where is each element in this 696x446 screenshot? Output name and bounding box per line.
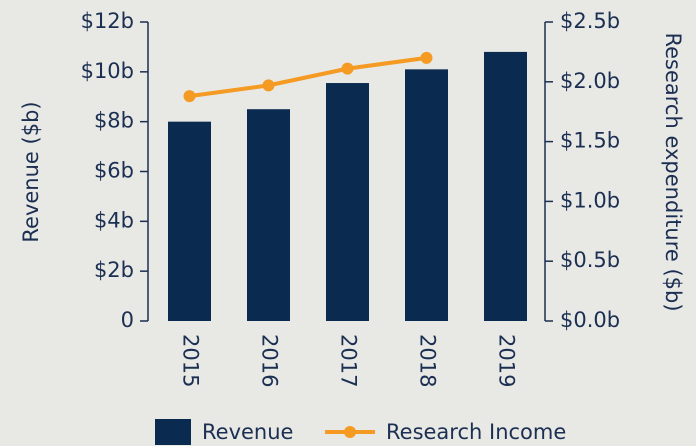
x-tick-label: 2018 <box>416 334 440 387</box>
x-tick-label: 2019 <box>495 334 519 387</box>
y2-tick-label: $1.5b <box>560 129 620 153</box>
y-tick-label: 0 <box>121 308 134 332</box>
y-tick-label: $10b <box>81 59 134 83</box>
legend-swatch <box>155 419 191 445</box>
bar <box>247 109 290 321</box>
line-point <box>420 51 433 64</box>
y2-tick-label: $0.5b <box>560 248 620 272</box>
y2-tick-label: $2.0b <box>560 69 620 93</box>
y-axis-title: Revenue ($b) <box>19 101 43 242</box>
x-tick-label: 2016 <box>258 334 282 387</box>
x-tick-label: 2017 <box>337 334 361 387</box>
y2-axis-title: Research expenditure ($b) <box>661 32 685 311</box>
line <box>189 55 427 99</box>
y-tick-label: $12b <box>81 9 134 33</box>
legend-label: Research Income <box>386 420 566 444</box>
y-tick-label: $8b <box>94 109 134 133</box>
line-point <box>183 90 196 103</box>
y2-tick-label: $1.0b <box>560 188 620 212</box>
y-tick-label: $2b <box>94 258 134 282</box>
x-tick-label: 2015 <box>179 334 203 387</box>
line-point <box>262 79 275 92</box>
y2-tick-label: $2.5b <box>560 9 620 33</box>
y-tick-label: $6b <box>94 159 134 183</box>
bar <box>326 83 369 321</box>
bar <box>484 51 527 322</box>
y-tick-label: $4b <box>94 208 134 232</box>
bar <box>405 69 448 321</box>
line-point <box>341 62 354 75</box>
y2-tick-label: $0.0b <box>560 308 620 332</box>
legend-label: Revenue <box>202 420 293 444</box>
bar <box>168 121 211 322</box>
legend-swatch <box>344 426 356 438</box>
